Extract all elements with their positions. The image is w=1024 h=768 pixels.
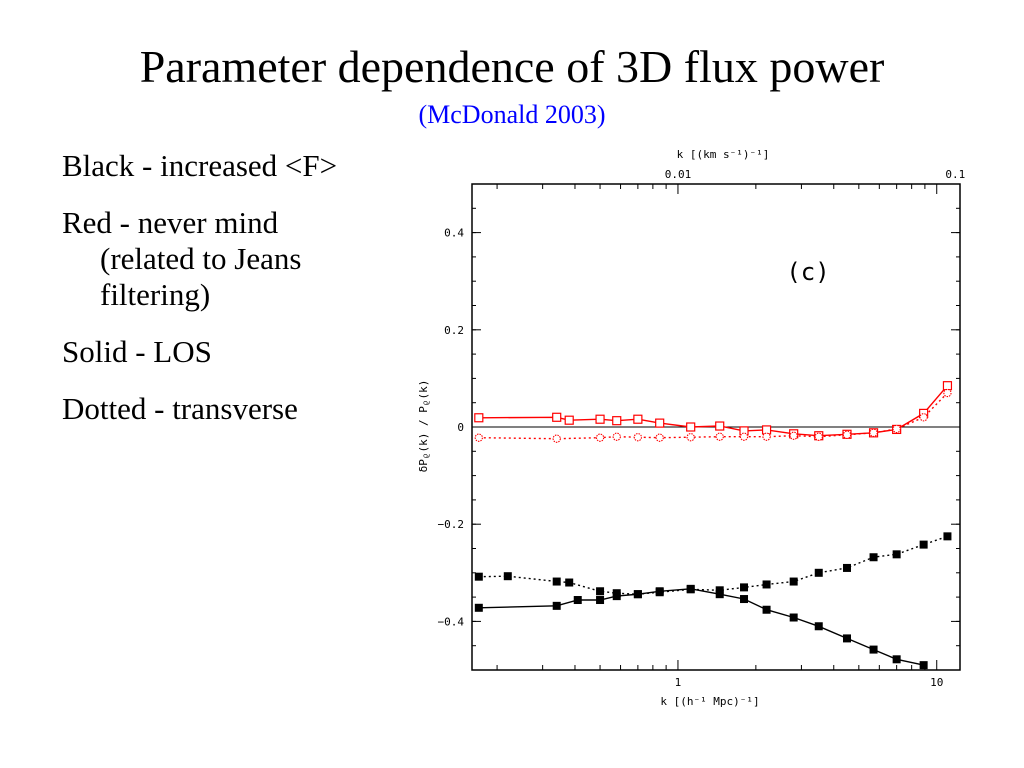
y-tick-label: 0.2 (444, 324, 464, 337)
data-point (612, 416, 622, 426)
data-point (943, 388, 952, 398)
y-tick-label: 0.4 (444, 227, 464, 240)
data-point (686, 585, 695, 594)
x-tick-label: 1 (675, 676, 682, 689)
data-point (762, 580, 771, 589)
data-point (633, 590, 642, 599)
data-point (740, 595, 749, 604)
data-point (474, 572, 483, 581)
data-point (869, 428, 878, 437)
y-axis-label: δPᵨ(k) / Pᵨ(k) (417, 380, 430, 473)
data-point (552, 434, 561, 443)
x-tick-label: 10 (930, 676, 943, 689)
data-point (552, 577, 561, 586)
bullet-item: Solid - LOS (62, 334, 212, 369)
data-point (761, 425, 772, 435)
data-point (573, 596, 582, 605)
data-point (655, 588, 664, 597)
data-point (595, 414, 605, 424)
data-point (814, 622, 823, 631)
data-point (789, 431, 798, 440)
y-tick-label: 0 (457, 421, 464, 434)
series-group (474, 381, 953, 670)
bullet-item: Black - increased <F> (62, 148, 338, 183)
data-point (919, 661, 928, 670)
data-point (474, 433, 483, 442)
bullet-item: Red - never mind (related to Jeans filte… (62, 205, 302, 312)
data-point (655, 418, 665, 428)
data-point (552, 412, 562, 422)
data-point (633, 433, 643, 442)
y-tick-label: −0.2 (438, 518, 465, 531)
data-point (869, 553, 878, 562)
data-point (842, 634, 851, 643)
top-axis-label: k [(km s⁻¹)⁻¹] (677, 148, 770, 161)
data-point (762, 432, 771, 441)
data-point (715, 586, 724, 595)
bullet-item: Dotted - transverse (62, 391, 298, 426)
data-point (596, 587, 605, 596)
slide-title: Parameter dependence of 3D flux power (139, 41, 885, 92)
axes-layer: 1 10 0.01 0.1 0.4 0.2 0 −0.2 −0.4 (438, 168, 966, 689)
data-point (943, 532, 952, 541)
data-point (595, 433, 605, 442)
data-point (503, 572, 512, 581)
data-point (789, 613, 798, 622)
data-point (686, 433, 695, 442)
data-point (814, 568, 823, 577)
y-tick-label: −0.4 (438, 615, 465, 628)
series-line (478, 588, 924, 666)
data-point (762, 605, 771, 614)
data-point (565, 578, 574, 587)
data-point (612, 432, 621, 441)
data-point (655, 433, 664, 442)
data-point (739, 432, 749, 441)
data-point (612, 589, 621, 598)
data-point (474, 413, 484, 423)
data-point (919, 540, 928, 549)
data-point (814, 432, 823, 441)
slide-subtitle: (McDonald 2003) (418, 100, 606, 129)
data-point (596, 596, 605, 605)
panel-annotation: (c) (786, 258, 829, 286)
data-point (919, 413, 928, 422)
series-line (478, 535, 948, 595)
data-point (892, 550, 901, 559)
data-point (892, 424, 901, 434)
data-point (869, 645, 878, 654)
data-point (564, 415, 574, 425)
x-axis-label: k [(h⁻¹ Mpc)⁻¹] (660, 695, 759, 708)
data-point (740, 583, 749, 592)
series-layer (474, 381, 953, 670)
data-point (474, 603, 483, 612)
data-point (633, 414, 643, 424)
data-point (715, 421, 725, 431)
data-point (842, 430, 852, 439)
data-point (789, 577, 798, 586)
top-tick-label: 0.01 (665, 168, 692, 181)
data-point (552, 601, 561, 610)
top-tick-label: 0.1 (945, 168, 965, 181)
series-line (478, 385, 948, 437)
data-point (942, 381, 953, 391)
data-point (715, 432, 724, 441)
flux-power-chart: 1 10 0.01 0.1 0.4 0.2 0 −0.2 −0.4 k [(km s⁻¹)⁻¹]… (417, 148, 966, 708)
data-point (686, 422, 696, 432)
bullet-list: Black - increased <F> Red - never mind (… (62, 148, 362, 448)
data-point (892, 655, 901, 664)
data-point (842, 563, 851, 572)
